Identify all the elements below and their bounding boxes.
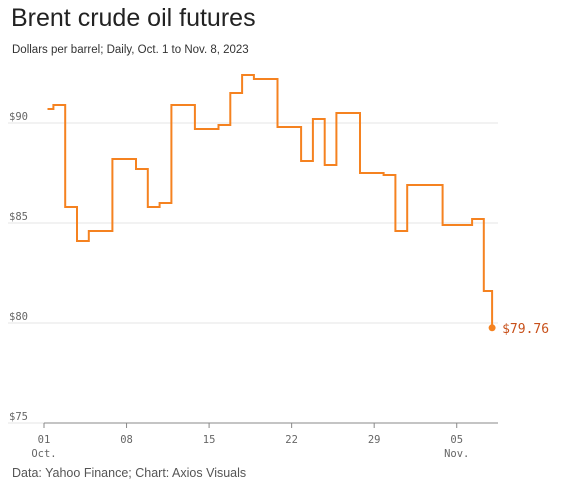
y-tick-label: $85 xyxy=(9,211,28,223)
end-value-label: $79.76 xyxy=(502,322,549,337)
y-tick-label: $80 xyxy=(9,311,28,323)
y-tick-label: $90 xyxy=(9,111,28,123)
source-note: Data: Yahoo Finance; Chart: Axios Visual… xyxy=(12,466,247,480)
series-line xyxy=(47,74,494,328)
series-layer: $79.76 xyxy=(47,74,549,337)
x-tick-label: 08 xyxy=(120,434,133,446)
x-tick-label: 01 xyxy=(38,434,51,446)
grid-layer: $75 $80 $85 $90 xyxy=(8,111,498,424)
x-tick-label: 05 xyxy=(450,434,463,446)
chart-title: Brent crude oil futures xyxy=(11,4,256,32)
end-point xyxy=(488,324,496,332)
x-tick-sublabel: Oct. xyxy=(31,448,56,460)
chart-subtitle: Dollars per barrel; Daily, Oct. 1 to Nov… xyxy=(12,44,249,56)
x-tick-label: 29 xyxy=(368,434,381,446)
x-tick-label: 15 xyxy=(203,434,216,446)
x-tick-sublabel: Nov. xyxy=(444,448,469,460)
y-tick-label: $75 xyxy=(9,411,28,423)
x-axis: 01 Oct. 08 15 22 29 05 Nov. xyxy=(31,422,498,460)
x-tick-label: 22 xyxy=(285,434,298,446)
